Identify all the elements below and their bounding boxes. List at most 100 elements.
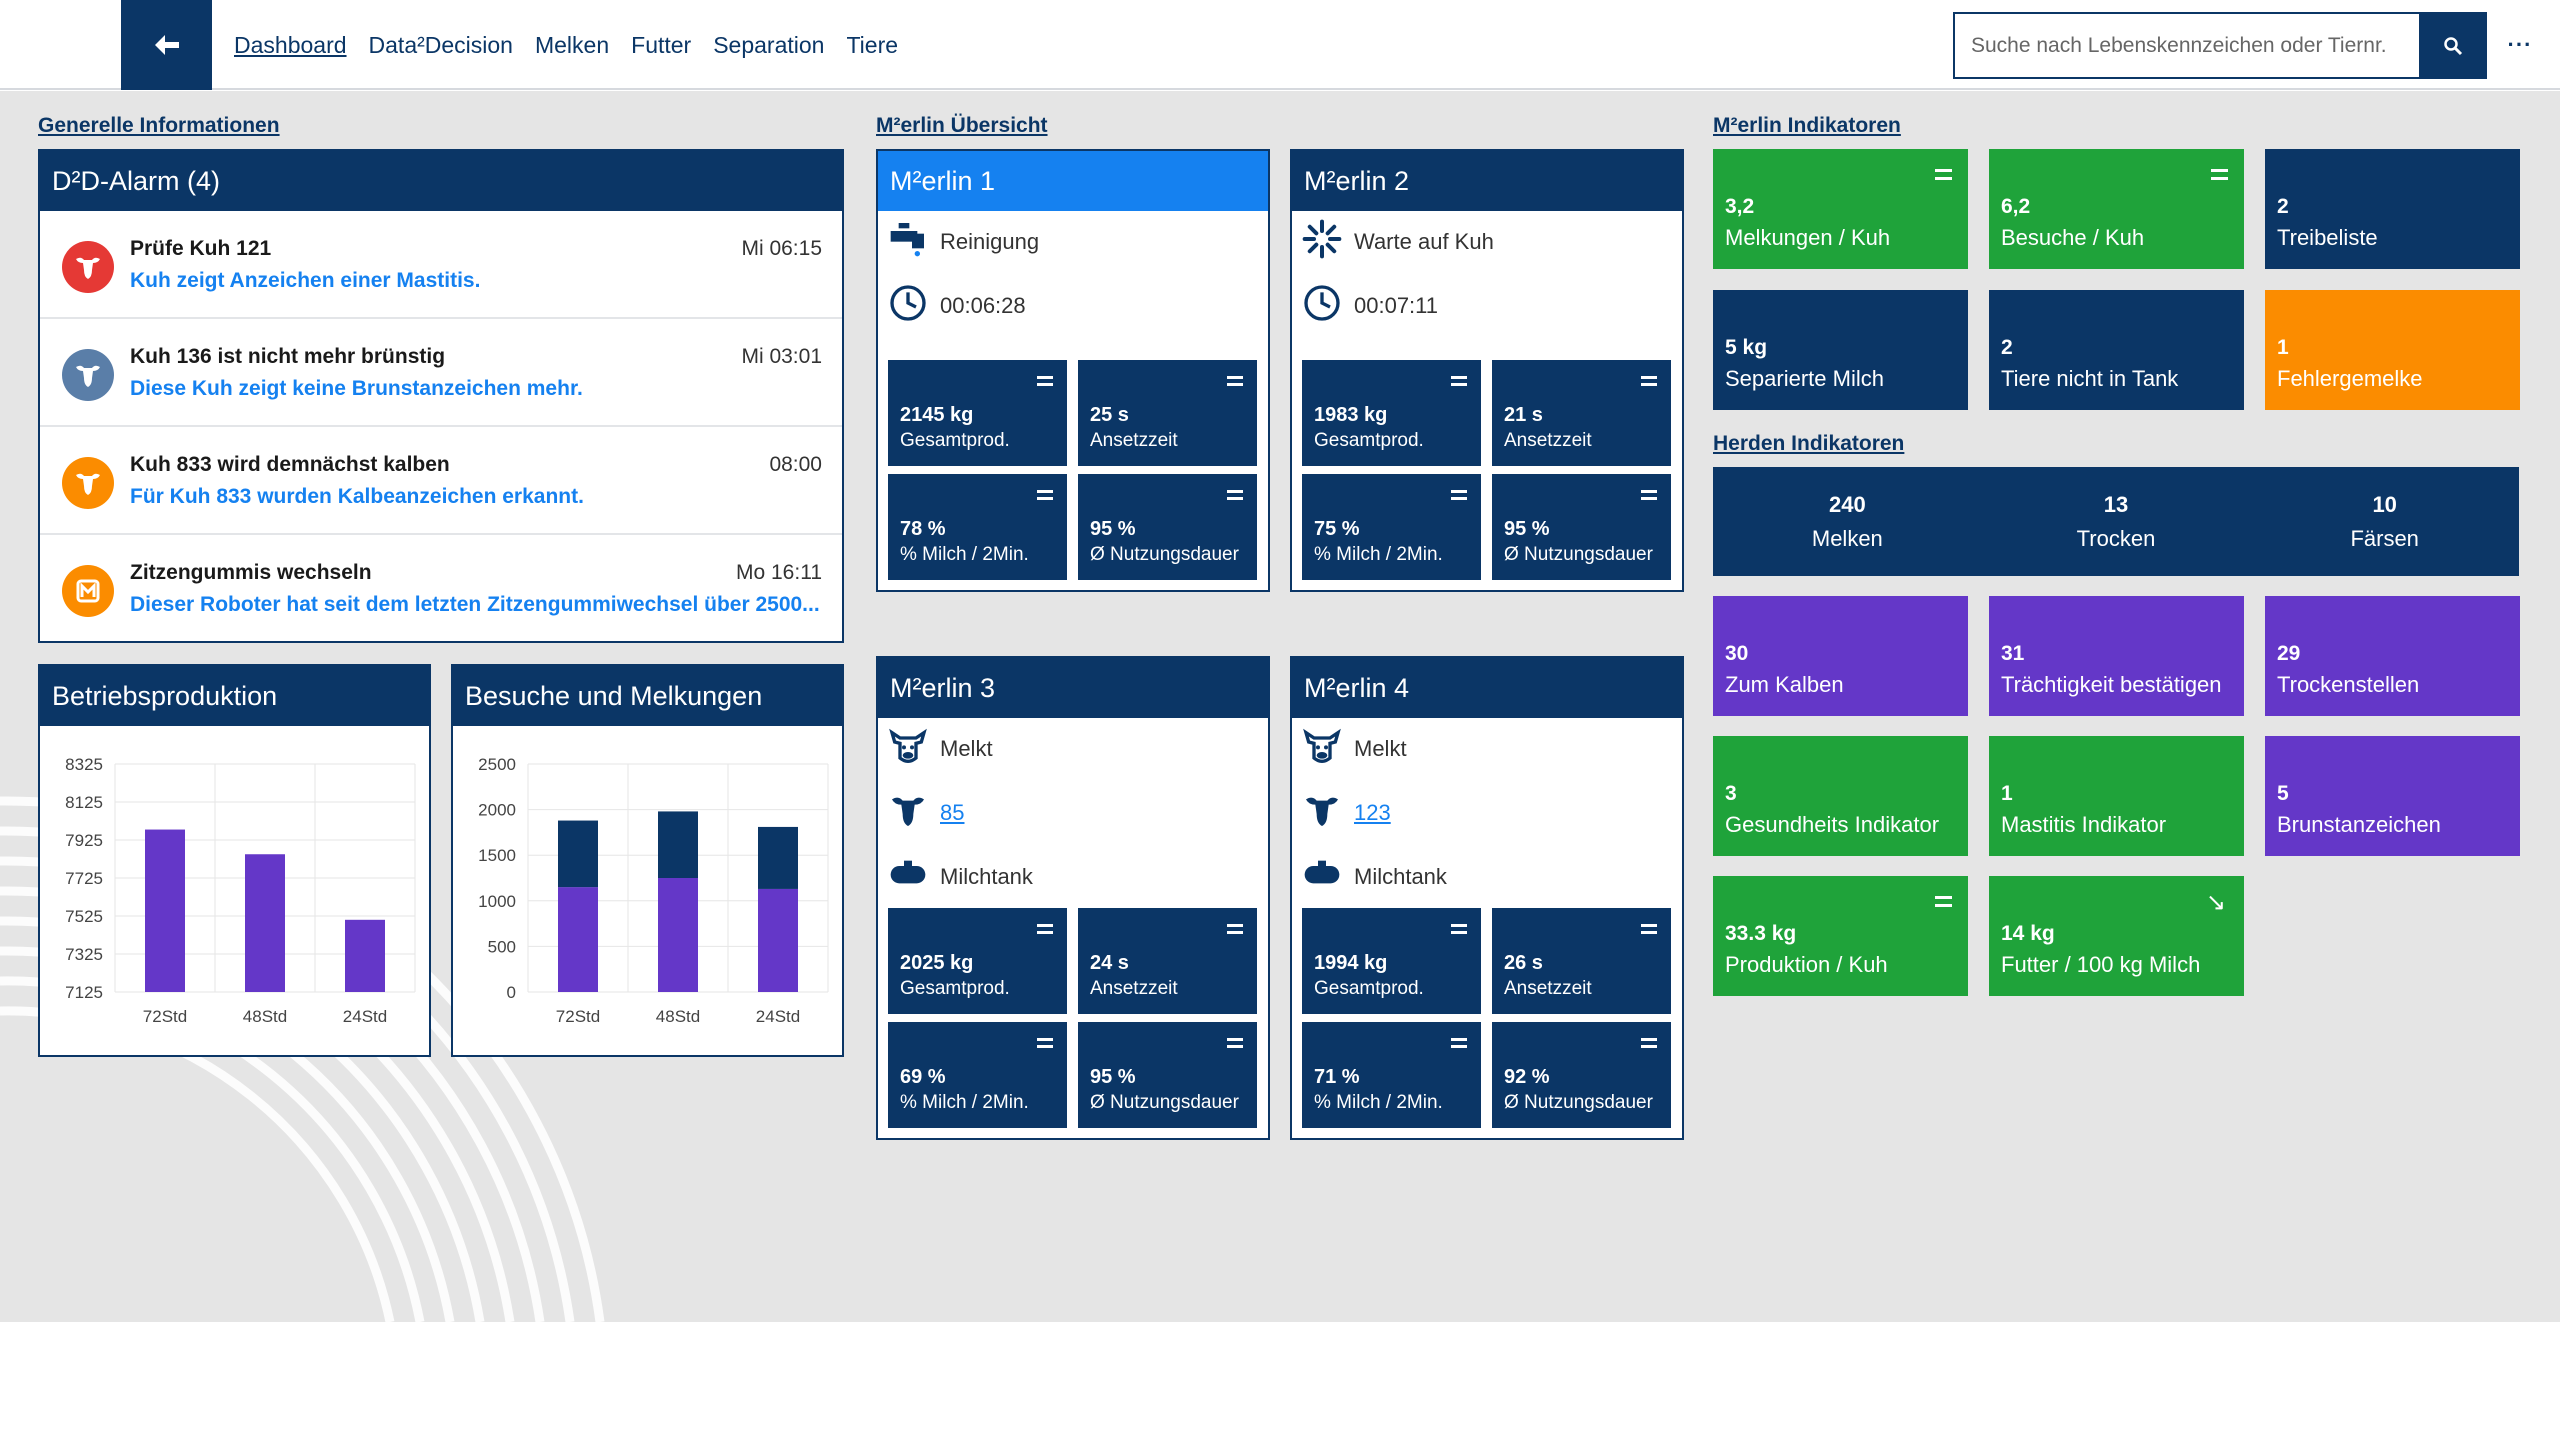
robot-status-text: Melkt [940, 736, 993, 761]
robot-status-row: Melkt [888, 724, 993, 774]
nav-dashboard[interactable]: Dashboard [234, 31, 347, 58]
alarm-item[interactable]: Kuh 136 ist nicht mehr brünstig Mi 03:01 D… [40, 319, 842, 427]
indicator-tile[interactable]: 33.3 kg Produktion / Kuh [1713, 876, 1968, 996]
top-bar: Dashboard Data²Decision Melken Futter Se… [0, 0, 2560, 90]
menu-icon [1641, 376, 1657, 386]
main-nav: Dashboard Data²Decision Melken Futter Se… [234, 0, 898, 90]
nav-futter[interactable]: Futter [631, 31, 692, 58]
kpi-value: 95 % [1090, 1066, 1136, 1088]
back-button[interactable] [121, 0, 212, 90]
robot-panel[interactable]: M²erlin 4 Melkt 123 Milchtank 1994 kg Gesamtp… [1290, 656, 1684, 1140]
tile-value: 1 [2001, 782, 2013, 805]
tile-value: 3 [1725, 782, 1737, 805]
nav-tiere[interactable]: Tiere [846, 31, 899, 58]
robot-kpi-tile[interactable]: 1983 kg Gesamtprod. [1302, 360, 1481, 466]
section-general-info[interactable]: Generelle Informationen [38, 114, 280, 137]
search-button[interactable] [2419, 12, 2487, 79]
indicator-tile[interactable]: 5 kg Separierte Milch [1713, 290, 1968, 410]
menu-icon [1227, 376, 1243, 386]
visits-chart-title: Besuche und Melkungen [453, 666, 842, 726]
tile-value: 33.3 kg [1725, 922, 1797, 945]
cow-number-link[interactable]: 123 [1354, 800, 1391, 825]
kpi-label: % Milch / 2Min. [1314, 1092, 1443, 1113]
robot-kpi-tile[interactable]: 92 % Ø Nutzungsdauer [1492, 1022, 1671, 1128]
robot-kpi-tile[interactable]: 69 % % Milch / 2Min. [888, 1022, 1067, 1128]
alarm-item[interactable]: Prüfe Kuh 121 Mi 06:15 Kuh zeigt Anzeichen… [40, 211, 842, 319]
kpi-label: Gesamtprod. [900, 430, 1010, 451]
menu-icon [1935, 169, 1952, 180]
herd-summary-item[interactable]: 10 Färsen [2250, 467, 2519, 576]
indicator-tile[interactable]: 5 Brunstanzeichen [2265, 736, 2520, 856]
section-merlin-overview[interactable]: M²erlin Übersicht [876, 114, 1048, 137]
production-chart-panel: Betriebsproduktion 7125 7325 7525 7725 7925 8… [38, 664, 431, 1057]
bar [758, 888, 798, 992]
robot-kpi-tile[interactable]: 71 % % Milch / 2Min. [1302, 1022, 1481, 1128]
kpi-value: 75 % [1314, 518, 1360, 540]
herd-summary-item[interactable]: 13 Trocken [1982, 467, 2251, 576]
y-tick-label: 2500 [478, 755, 516, 774]
indicator-tile[interactable]: 1 Fehlergemelke [2265, 290, 2520, 410]
tile-value: 2 [2277, 195, 2289, 218]
alarm-description: Diese Kuh zeigt keine Brunstanzeichen me… [130, 377, 583, 400]
section-merlin-indicators[interactable]: M²erlin Indikatoren [1713, 114, 1901, 137]
robot-kpi-tile[interactable]: 75 % % Milch / 2Min. [1302, 474, 1481, 580]
kpi-label: Ansetzzeit [1090, 430, 1178, 451]
robot-kpi-tile[interactable]: 26 s Ansetzzeit [1492, 908, 1671, 1014]
robot-kpi-tile[interactable]: 24 s Ansetzzeit [1078, 908, 1257, 1014]
tile-label: Separierte Milch [1725, 366, 1884, 391]
cow-alert-icon [62, 241, 114, 293]
alarm-item[interactable]: Zitzengummis wechseln Mo 16:11 Dieser Robo… [40, 535, 842, 643]
robot-name: M²erlin 2 [1292, 151, 1682, 211]
indicator-tile[interactable]: 31 Trächtigkeit bestätigen [1989, 596, 2244, 716]
nav-separation[interactable]: Separation [713, 31, 825, 58]
robot-kpi-tile[interactable]: 2145 kg Gesamtprod. [888, 360, 1067, 466]
search-input[interactable] [1953, 12, 2420, 79]
robot-kpi-tile[interactable]: 25 s Ansetzzeit [1078, 360, 1257, 466]
robot-kpi-tile[interactable]: 95 % Ø Nutzungsdauer [1078, 474, 1257, 580]
spinner-icon [1302, 219, 1342, 265]
robot-status-text: Milchtank [1354, 864, 1447, 889]
kpi-value: 24 s [1090, 952, 1129, 974]
tile-value: 3,2 [1725, 195, 1755, 218]
menu-icon [1451, 376, 1467, 386]
herd-summary-item[interactable]: 240 Melken [1713, 467, 1982, 576]
tile-label: Trächtigkeit bestätigen [2001, 672, 2222, 697]
kpi-label: Gesamtprod. [1314, 430, 1424, 451]
robot-panel[interactable]: M²erlin 2 Warte auf Kuh 00:07:11 1983 kg Ges… [1290, 149, 1684, 592]
robot-panel[interactable]: M²erlin 3 Melkt 85 Milchtank 2025 kg Gesamtpr… [876, 656, 1270, 1140]
clock-icon [888, 283, 928, 329]
indicator-tile[interactable]: 2 Treibeliste [2265, 149, 2520, 269]
robot-kpi-tile[interactable]: 21 s Ansetzzeit [1492, 360, 1671, 466]
y-tick-label: 1500 [478, 846, 516, 865]
indicator-tile[interactable]: 2 Tiere nicht in Tank [1989, 290, 2244, 410]
alarm-title: Kuh 833 wird demnächst kalben [130, 453, 450, 476]
indicator-tile[interactable]: 3 Gesundheits Indikator [1713, 736, 1968, 856]
indicator-tile[interactable]: 1 Mastitis Indikator [1989, 736, 2244, 856]
cow-heat-icon [62, 349, 114, 401]
robot-panel[interactable]: M²erlin 1 Reinigung 00:06:28 2145 kg Gesamtp… [876, 149, 1270, 592]
kpi-label: Ansetzzeit [1090, 978, 1178, 999]
more-options-button[interactable]: ··· [2500, 28, 2540, 62]
section-herd-indicators[interactable]: Herden Indikatoren [1713, 432, 1905, 455]
menu-icon [1037, 490, 1053, 500]
tile-label: Mastitis Indikator [2001, 812, 2167, 837]
robot-kpi-tile[interactable]: 78 % % Milch / 2Min. [888, 474, 1067, 580]
robot-kpi-tile[interactable]: 2025 kg Gesamtprod. [888, 908, 1067, 1014]
cow-number-link[interactable]: 85 [940, 800, 965, 825]
alarm-item[interactable]: Kuh 833 wird demnächst kalben 08:00 Für Ku… [40, 427, 842, 535]
indicator-tile[interactable]: 30 Zum Kalben [1713, 596, 1968, 716]
robot-kpi-tile[interactable]: 95 % Ø Nutzungsdauer [1492, 474, 1671, 580]
cleaning-tap-icon [888, 219, 928, 265]
indicator-tile[interactable]: 3,2 Melkungen / Kuh [1713, 149, 1968, 269]
nav-data2decision[interactable]: Data²Decision [368, 31, 513, 58]
indicator-tile[interactable]: 29 Trockenstellen [2265, 596, 2520, 716]
x-tick-label: 72Std [556, 1007, 600, 1026]
y-tick-label: 8125 [65, 793, 103, 812]
indicator-tile[interactable]: 6,2 Besuche / Kuh [1989, 149, 2244, 269]
robot-kpi-tile[interactable]: 1994 kg Gesamtprod. [1302, 908, 1481, 1014]
nav-melken[interactable]: Melken [534, 31, 610, 58]
indicator-tile[interactable]: ↘ 14 kg Futter / 100 kg Milch [1989, 876, 2244, 996]
tile-label: Zum Kalben [1725, 672, 1844, 697]
robot-kpi-tile[interactable]: 95 % Ø Nutzungsdauer [1078, 1022, 1257, 1128]
y-tick-label: 7125 [65, 983, 103, 1002]
